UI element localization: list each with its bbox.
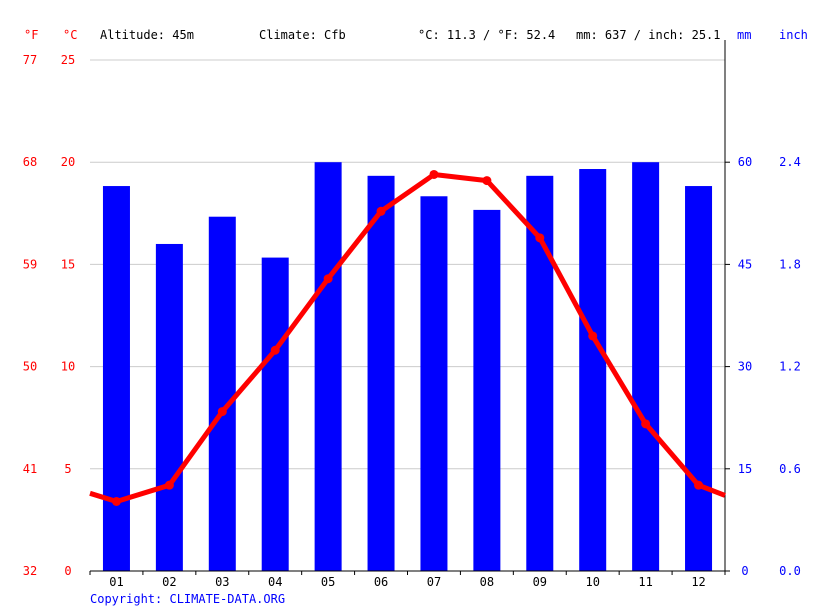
x-tick-label: 10 bbox=[585, 575, 599, 589]
x-tick-label: 08 bbox=[480, 575, 494, 589]
x-tick-label: 01 bbox=[109, 575, 123, 589]
temperature-point-04 bbox=[270, 345, 280, 355]
temperature-point-11 bbox=[641, 419, 651, 429]
precipitation-bar-01 bbox=[102, 186, 130, 571]
celsius-tick-label: 20 bbox=[61, 155, 75, 169]
x-tick-label: 03 bbox=[215, 575, 229, 589]
precipitation-bar-04 bbox=[261, 257, 289, 571]
temperature-point-07 bbox=[429, 169, 439, 179]
celsius-tick-label: 15 bbox=[61, 257, 75, 271]
precipitation-bar-07 bbox=[420, 196, 448, 571]
precipitation-bar-03 bbox=[208, 216, 236, 571]
mm-tick-label: 15 bbox=[738, 462, 752, 476]
inch-tick-label: 0.0 bbox=[779, 564, 801, 578]
x-tick-label: 09 bbox=[533, 575, 547, 589]
mm-tick-label: 45 bbox=[738, 257, 752, 271]
x-tick-label: 11 bbox=[638, 575, 652, 589]
inch-tick-label: 1.2 bbox=[779, 360, 801, 374]
mm-tick-label: 30 bbox=[738, 360, 752, 374]
x-tick-label: 02 bbox=[162, 575, 176, 589]
precipitation-bar-02 bbox=[155, 243, 183, 571]
celsius-unit-label: °C bbox=[63, 28, 78, 42]
x-tick-label: 06 bbox=[374, 575, 388, 589]
fahrenheit-unit-label: °F bbox=[24, 28, 39, 42]
fahrenheit-tick-label: 68 bbox=[23, 155, 37, 169]
celsius-tick-label: 0 bbox=[64, 564, 71, 578]
celsius-tick-label: 5 bbox=[64, 462, 71, 476]
temperature-point-09 bbox=[535, 233, 545, 243]
precipitation-bar-12 bbox=[685, 186, 713, 571]
precipitation-bar-06 bbox=[367, 175, 395, 571]
x-tick-label: 12 bbox=[691, 575, 705, 589]
temperature-point-08 bbox=[482, 176, 492, 186]
temperature-point-06 bbox=[376, 206, 386, 216]
temperature-point-12 bbox=[694, 480, 704, 490]
inch-tick-label: 1.8 bbox=[779, 257, 801, 271]
fahrenheit-tick-label: 59 bbox=[23, 257, 37, 271]
x-tick-label: 05 bbox=[321, 575, 335, 589]
climate-label: Climate: Cfb bbox=[259, 28, 346, 42]
temperature-point-01 bbox=[111, 497, 121, 507]
precipitation-bar-05 bbox=[314, 162, 342, 571]
temperature-line bbox=[89, 172, 726, 504]
chart-axes bbox=[89, 40, 730, 575]
celsius-tick-label: 10 bbox=[61, 360, 75, 374]
fahrenheit-tick-label: 50 bbox=[23, 360, 37, 374]
inch-tick-label: 2.4 bbox=[779, 155, 801, 169]
copyright-link[interactable]: Copyright: CLIMATE-DATA.ORG bbox=[90, 592, 286, 606]
temperature-point-10 bbox=[588, 331, 598, 341]
inch-tick-label: 0.6 bbox=[779, 462, 801, 476]
fahrenheit-tick-label: 77 bbox=[23, 53, 37, 67]
precipitation-bar-11 bbox=[632, 162, 660, 571]
mm-tick-label: 0 bbox=[741, 564, 748, 578]
temperature-point-02 bbox=[164, 480, 174, 490]
inch-unit-label: inch bbox=[779, 28, 808, 42]
altitude-label: Altitude: 45m bbox=[100, 28, 194, 42]
average-temperature-label: °C: 11.3 / °F: 52.4 bbox=[418, 28, 556, 42]
mm-tick-label: 60 bbox=[738, 155, 752, 169]
mm-unit-label: mm bbox=[737, 28, 752, 42]
temperature-series bbox=[89, 169, 726, 507]
precipitation-bars bbox=[102, 162, 713, 572]
fahrenheit-tick-label: 41 bbox=[23, 462, 37, 476]
temperature-point-05 bbox=[323, 274, 333, 284]
total-precipitation-label: mm: 637 / inch: 25.1 bbox=[576, 28, 721, 42]
temperature-point-03 bbox=[217, 407, 227, 417]
x-tick-label: 04 bbox=[268, 575, 282, 589]
fahrenheit-tick-label: 32 bbox=[23, 564, 37, 578]
grid-lines bbox=[90, 59, 725, 470]
precipitation-bar-08 bbox=[473, 209, 501, 572]
precipitation-bar-10 bbox=[579, 169, 607, 571]
tick-labels: 01 02 03 04 05 06 07 08 09 10 11 12 32 0 41 5 50 10 59 15 68… bbox=[23, 53, 801, 589]
celsius-tick-label: 25 bbox=[61, 53, 75, 67]
x-tick-label: 07 bbox=[427, 575, 441, 589]
